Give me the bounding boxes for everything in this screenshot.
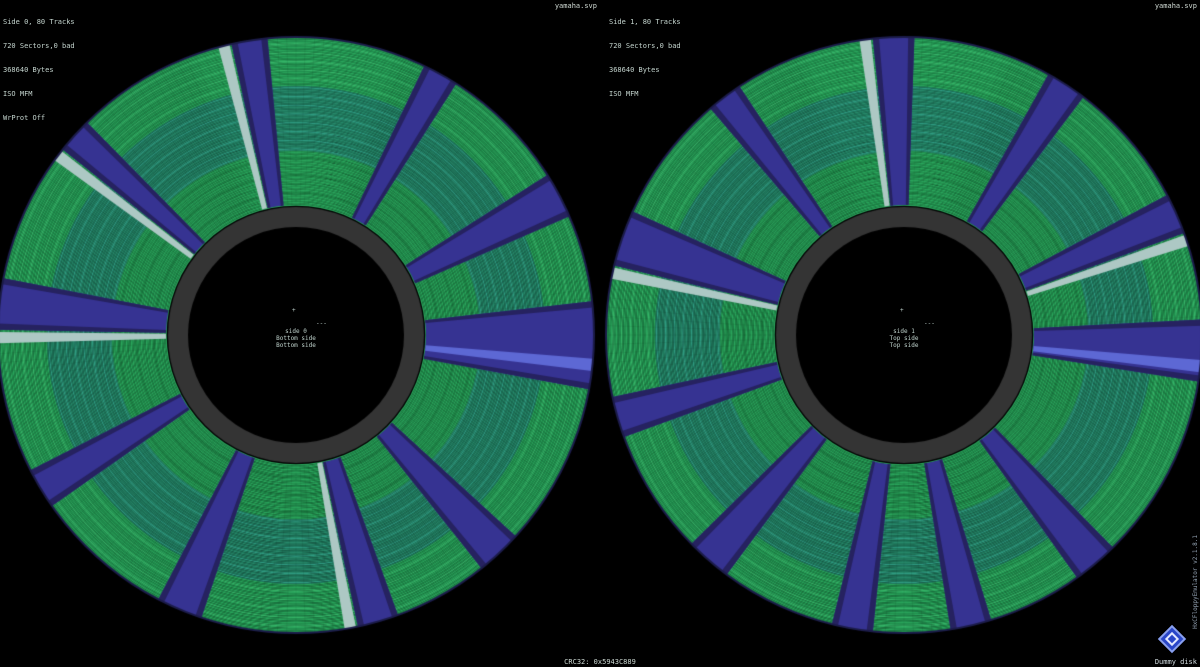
index-mark: + [292, 307, 296, 314]
hub-orientation-label: Bottom side [276, 335, 316, 342]
disk-side1-hub: + --- side 1 Top side Top side [834, 307, 974, 367]
hxc-logo-inner-mark [1164, 631, 1180, 647]
disk-side0-hub: + --- side 0 Bottom side Bottom side [226, 307, 366, 367]
info-line-side: Side 1, 80 Tracks [609, 18, 681, 26]
info-line-encoding: ISO MFM [3, 90, 33, 98]
info-line-bytes: 368640 Bytes [3, 66, 54, 74]
info-line-bytes: 368640 Bytes [609, 66, 660, 74]
info-line-writeprotect: WrProt Off [3, 114, 46, 122]
disk-side1-surface [604, 35, 1200, 635]
info-line-sectors: 720 Sectors,0 bad [609, 42, 681, 50]
dash-mark: --- [316, 320, 327, 327]
hub-side-label: side 1 [893, 328, 915, 335]
index-mark: + [900, 307, 904, 314]
hub-orientation-label: Top side [889, 342, 919, 349]
hub-side-label: side 0 [285, 328, 307, 335]
crc-label: CRC32: 0x5943C889 [564, 658, 636, 666]
info-line-side: Side 0, 80 Tracks [3, 18, 75, 26]
hub-orientation-label: Top side [889, 335, 919, 342]
info-line-encoding: ISO MFM [609, 90, 639, 98]
side1-filename-label: yamaha.svp [1154, 2, 1197, 10]
side1-info-block: Side 1, 80 Tracks 720 Sectors,0 bad 3686… [609, 2, 681, 130]
hub-orientation-label: Bottom side [276, 342, 316, 349]
brand-label: Dummy disk [1154, 658, 1197, 666]
watermark-vertical-label: HxCFloppyEmulator v2.1.8.1 [1192, 535, 1199, 629]
side0-filename-label: yamaha.svp [554, 2, 597, 10]
dash-mark: --- [924, 320, 935, 327]
disk-side0-surface [0, 35, 596, 635]
info-line-sectors: 720 Sectors,0 bad [3, 42, 75, 50]
side0-info-block: Side 0, 80 Tracks 720 Sectors,0 bad 3686… [3, 2, 75, 138]
